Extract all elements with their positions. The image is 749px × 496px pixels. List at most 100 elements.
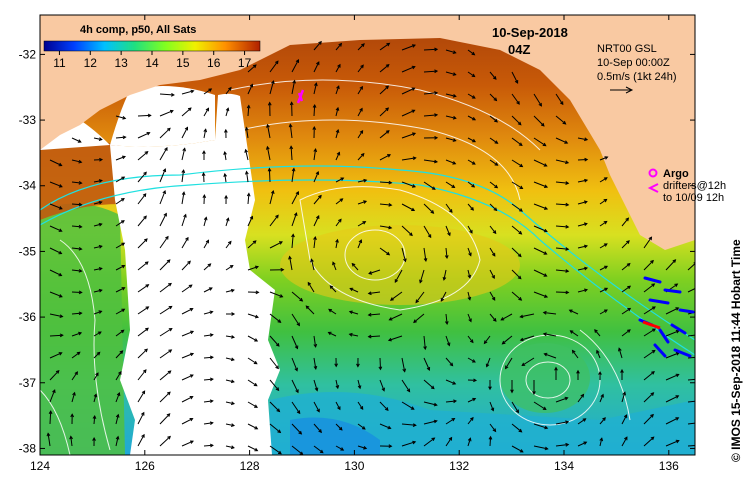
current-arrow (335, 219, 342, 227)
current-arrow (115, 329, 124, 337)
current-arrow-head (403, 258, 407, 263)
current-arrow (335, 239, 338, 249)
current-arrow-head (409, 232, 413, 237)
current-arrow (533, 181, 548, 188)
current-arrow-head (294, 367, 298, 372)
current-arrow (335, 43, 342, 51)
current-arrow-head (651, 283, 656, 287)
current-arrow-head (183, 213, 187, 218)
current-arrow (159, 349, 172, 359)
current-arrow (621, 307, 631, 315)
current-arrow (181, 107, 192, 117)
current-arrow-head (181, 191, 186, 196)
current-arrow (159, 127, 171, 139)
current-arrow (246, 171, 249, 183)
current-arrow-head (190, 89, 195, 94)
imos-credit: © IMOS 15-Sep-2018 11:44 Hobart Time (729, 239, 743, 462)
current-arrow (445, 418, 455, 425)
drifter-legend-label: drifters@12h (663, 180, 726, 192)
current-arrow (310, 259, 315, 271)
current-arrow-head (444, 321, 449, 326)
current-arrow (225, 108, 229, 117)
current-arrow (467, 313, 472, 322)
current-arrow-head (452, 94, 457, 98)
current-arrow-head (244, 126, 249, 131)
current-arrow (467, 357, 476, 363)
current-arrow (49, 313, 63, 318)
current-arrow (599, 309, 608, 315)
current-arrow-head (230, 288, 235, 293)
current-arrow-head (266, 123, 270, 128)
current-arrow-head (604, 265, 608, 270)
current-arrow-head (568, 309, 573, 313)
current-arrow-head (98, 222, 103, 227)
current-arrow (577, 245, 588, 249)
current-arrow-head (583, 288, 589, 293)
current-arrow (247, 84, 253, 95)
current-arrow (247, 193, 250, 205)
current-arrow-head (367, 291, 372, 296)
y-tick-label: -37 (19, 376, 37, 390)
current-arrow-head (471, 95, 476, 99)
current-arrow (357, 445, 367, 449)
current-arrow (357, 239, 362, 249)
current-arrow (533, 423, 548, 429)
current-arrow-head (78, 180, 83, 185)
current-arrow-head (491, 296, 496, 301)
current-arrow-head (627, 307, 632, 312)
current-arrow (599, 198, 607, 205)
current-arrow-head (430, 385, 435, 390)
current-arrow-head (565, 442, 570, 447)
current-arrow (621, 329, 631, 337)
current-arrow (368, 313, 381, 316)
current-arrow (555, 269, 569, 272)
current-arrow-head (565, 269, 570, 273)
current-arrow-head (626, 240, 630, 244)
current-arrow-head (695, 287, 698, 290)
current-arrow (687, 422, 695, 425)
current-arrow (313, 379, 318, 391)
current-arrow (489, 159, 498, 166)
current-arrow (401, 66, 415, 73)
current-arrow (203, 400, 213, 403)
current-arrow-head (246, 192, 251, 197)
current-arrow-head (207, 263, 212, 267)
current-arrow (533, 247, 547, 255)
current-arrow-head (187, 260, 191, 265)
current-arrow-head (296, 410, 301, 415)
current-arrow (413, 313, 425, 323)
current-arrow-head (293, 212, 298, 217)
current-arrow (245, 149, 249, 161)
current-arrow (643, 392, 654, 403)
current-arrow (368, 291, 381, 294)
current-arrow (555, 291, 569, 293)
current-arrow (225, 265, 234, 271)
map-time: 04Z (508, 42, 530, 57)
current-arrow (49, 352, 62, 359)
y-axis: -32 -33 -34 -35 -36 -37 -38 (19, 47, 695, 455)
current-arrow (93, 394, 97, 403)
current-arrow (467, 247, 472, 256)
current-arrow-head (583, 244, 589, 249)
current-arrow (137, 284, 149, 293)
current-arrow-head (385, 64, 390, 68)
current-arrow-head (412, 156, 417, 161)
current-arrow-head (69, 435, 73, 440)
sst-cold-south-2 (290, 417, 380, 455)
current-arrow-head (329, 285, 334, 290)
current-arrow (328, 308, 337, 315)
current-arrow (269, 214, 279, 227)
current-arrow (159, 436, 171, 447)
current-arrow (247, 379, 258, 387)
current-arrow-head (141, 433, 145, 438)
current-arrow (520, 313, 535, 318)
current-arrow-head (431, 186, 436, 190)
current-arrow-head (121, 308, 126, 313)
current-arrow (401, 87, 415, 95)
x-tick-label: 128 (240, 459, 260, 473)
current-arrow-head (467, 437, 472, 442)
y-tick-label: -35 (19, 244, 37, 258)
current-arrow (555, 93, 564, 105)
current-arrow-head (189, 440, 194, 444)
current-arrow (621, 414, 628, 425)
